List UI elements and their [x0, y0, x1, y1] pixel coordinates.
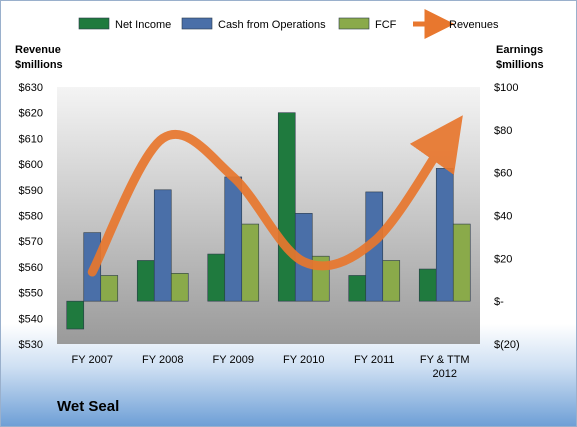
- category-label: FY 2010: [283, 354, 324, 366]
- bar-fcf-0: [100, 275, 119, 302]
- bar-cash-from-operations-5: [435, 168, 454, 302]
- revenues-line: [87, 115, 463, 277]
- bar-fcf-5: [452, 223, 471, 302]
- left-tick-label: $550: [19, 288, 43, 300]
- category-label: FY 2009: [213, 354, 254, 366]
- left-tick-label: $630: [19, 82, 43, 94]
- left-tick-label: $570: [19, 236, 43, 248]
- category-label: FY 2007: [72, 354, 113, 366]
- legend-label: Cash from Operations: [218, 19, 326, 31]
- category-label: FY 2008: [142, 354, 183, 366]
- bar-net-income-3: [277, 112, 296, 302]
- legend-swatch: [181, 17, 213, 30]
- right-tick-label: $(20): [494, 339, 520, 351]
- legend-swatch: [78, 17, 110, 30]
- left-tick-label: $610: [19, 133, 43, 145]
- left-tick-label: $530: [19, 339, 43, 351]
- bar-cash-from-operations-2: [224, 176, 243, 302]
- bar-net-income-1: [136, 260, 155, 302]
- right-tick-label: $60: [494, 168, 512, 180]
- legend-label: Net Income: [115, 19, 171, 31]
- right-tick-label: $80: [494, 125, 512, 137]
- bar-net-income-5: [418, 268, 437, 302]
- category-label: FY 2011: [354, 354, 395, 366]
- right-tick-label: $40: [494, 211, 512, 223]
- legend-label: FCF: [375, 19, 397, 31]
- bar-cash-from-operations-1: [153, 189, 172, 302]
- right-tick-label: $100: [494, 82, 518, 94]
- right-tick-label: $-: [494, 296, 504, 308]
- left-tick-label: $540: [19, 313, 43, 325]
- bar-net-income-0: [66, 300, 85, 330]
- legend: Net Income Cash from Operations FCF Revenue…: [78, 9, 499, 39]
- left-tick-label: $580: [19, 211, 43, 223]
- left-tick-label: $600: [19, 159, 43, 171]
- right-axis-title: Earnings $millions: [496, 44, 544, 71]
- legend-label: Revenues: [449, 19, 499, 31]
- bar-fcf-4: [382, 260, 401, 302]
- right-tick-label: $20: [494, 253, 512, 265]
- left-tick-label: $590: [19, 185, 43, 197]
- left-tick-label: $620: [19, 108, 43, 120]
- legend-swatch: [338, 17, 370, 30]
- bar-fcf-1: [170, 273, 189, 302]
- category-label: FY & TTM 2012: [420, 354, 470, 380]
- left-tick-label: $560: [19, 262, 43, 274]
- company-name: Wet Seal: [57, 398, 120, 415]
- bar-net-income-2: [207, 253, 226, 302]
- left-axis-title: Revenue $millions: [15, 44, 63, 71]
- bar-net-income-4: [348, 275, 367, 302]
- bar-fcf-2: [241, 223, 260, 302]
